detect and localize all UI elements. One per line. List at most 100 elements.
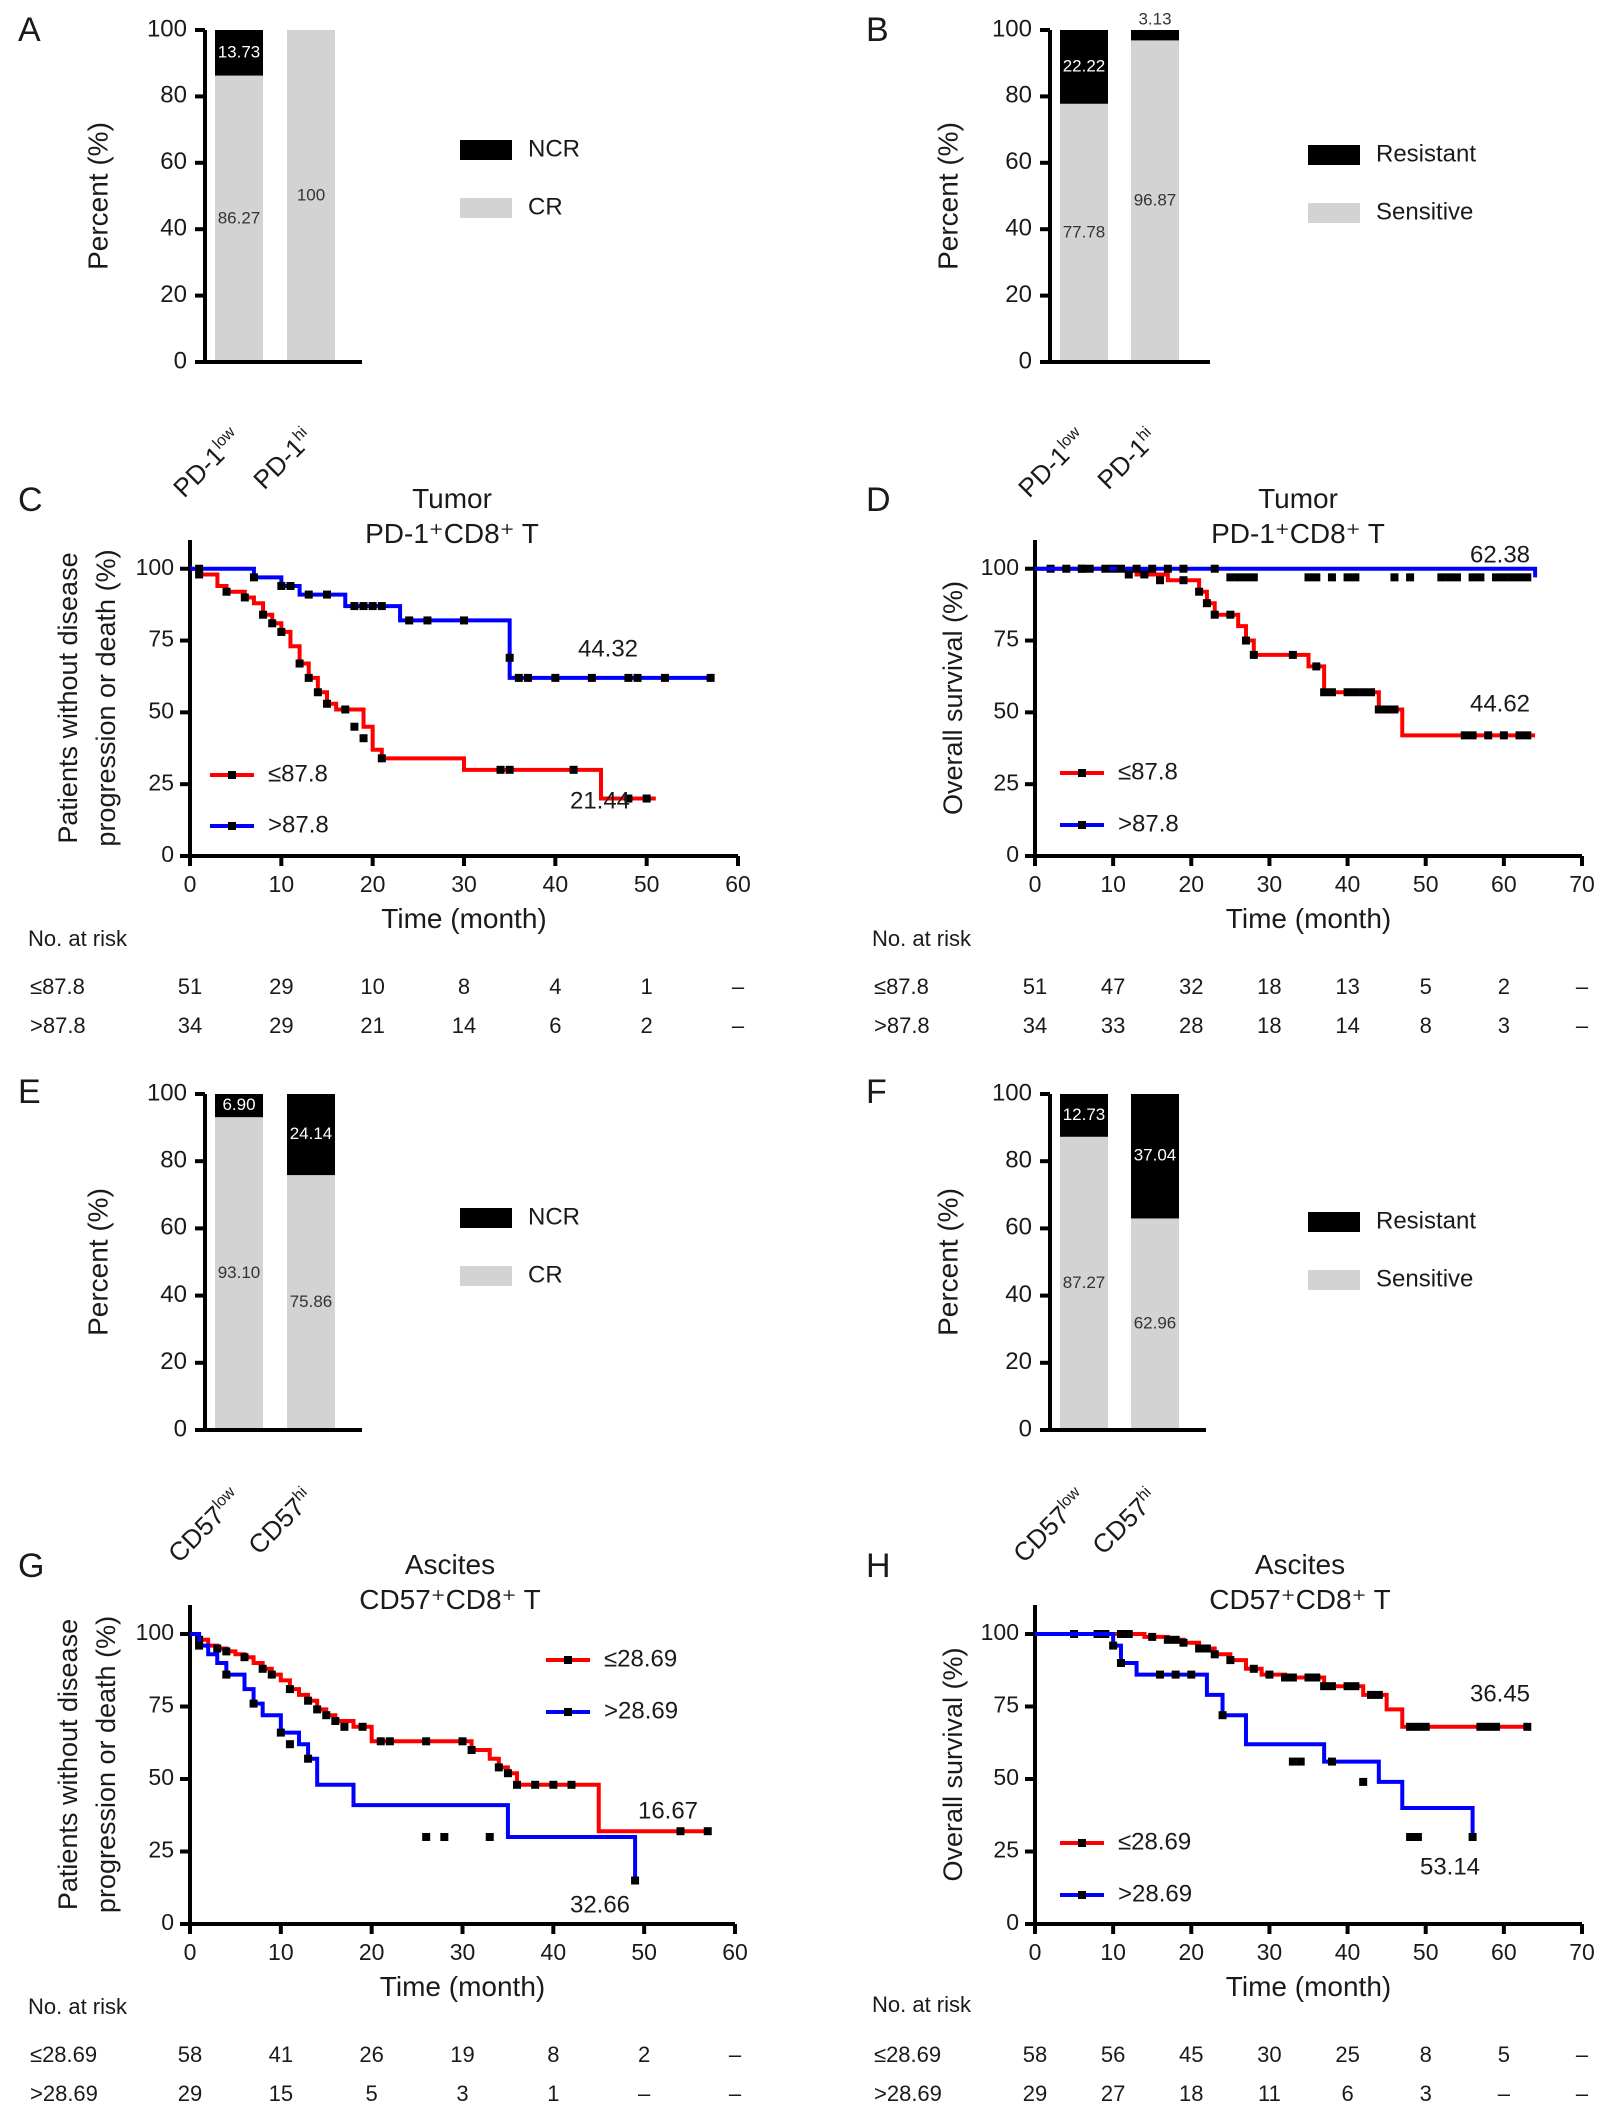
- censor-mark: [1452, 573, 1461, 582]
- bar-segment: [287, 1175, 335, 1430]
- chart-title-line2: PD-1⁺CD8⁺ T: [1211, 518, 1385, 549]
- risk-row-label: ≤28.69: [30, 2042, 97, 2067]
- x-tick-label: 30: [1257, 871, 1283, 897]
- panel-f: F 87.27 12.73 CD57low 62.96 37.04 CD57hi 0 20 40 6…: [866, 1073, 1476, 1568]
- risk-count: –: [729, 2042, 742, 2067]
- censor-mark: [295, 659, 304, 668]
- censor-mark: [1085, 564, 1094, 573]
- censor-mark: [1406, 1833, 1415, 1841]
- censor-mark: [1499, 573, 1508, 582]
- censor-mark: [1304, 573, 1313, 582]
- legend-marker: [564, 1656, 572, 1664]
- censor-mark: [523, 673, 532, 682]
- censor-mark: [340, 1722, 349, 1731]
- censor-mark: [1312, 573, 1321, 582]
- censor-mark: [1351, 573, 1360, 582]
- censor-mark: [322, 1711, 331, 1720]
- y-tick-label: 20: [1005, 1348, 1032, 1375]
- x-axis-label: Time (month): [1226, 1971, 1391, 2002]
- bar-segment: [1131, 40, 1179, 362]
- x-tick-label: 50: [1413, 871, 1439, 897]
- legend-swatch: [1308, 203, 1360, 223]
- censor-mark: [1507, 573, 1516, 582]
- censor-mark: [1148, 1632, 1157, 1641]
- censor-mark: [304, 1754, 313, 1763]
- legend-swatch: [1308, 145, 1360, 165]
- censor-mark: [1343, 688, 1352, 697]
- x-tick-label: 40: [1335, 1939, 1361, 1965]
- risk-row-label: >28.69: [874, 2081, 942, 2104]
- x-tick-label: 20: [360, 871, 386, 897]
- panel-e: E 93.10 6.90 CD57low 75.86 24.14 CD57hi 0 20 40 60…: [18, 1073, 580, 1568]
- censor-mark: [505, 653, 514, 662]
- censor-mark: [551, 673, 560, 682]
- legend-swatch: [460, 1208, 512, 1228]
- km-line-high: [1035, 1632, 1475, 1837]
- censor-mark: [624, 673, 633, 682]
- y-tick-label: 100: [136, 1619, 174, 1645]
- panel-letter: G: [18, 1547, 44, 1585]
- censor-mark: [350, 602, 359, 611]
- bar-value-label: 86.27: [218, 208, 261, 227]
- risk-count: 51: [1023, 974, 1047, 999]
- censor-mark: [1077, 564, 1086, 573]
- risk-count: 41: [269, 2042, 293, 2067]
- y-tick-label: 20: [1005, 281, 1032, 308]
- censor-mark: [1116, 1659, 1125, 1667]
- x-tick-label: 70: [1569, 871, 1595, 897]
- legend-label: Sensitive: [1376, 198, 1473, 225]
- bar-value-label: 87.27: [1063, 1273, 1106, 1292]
- censor-mark: [376, 1737, 385, 1746]
- censor-mark: [1390, 573, 1399, 582]
- censor-mark: [1210, 1650, 1219, 1659]
- legend-marker: [564, 1708, 572, 1716]
- censor-mark: [513, 1780, 521, 1789]
- bar-value-label: 3.13: [1138, 9, 1171, 28]
- x-axis-label: Time (month): [1226, 903, 1391, 934]
- panel-letter: H: [866, 1547, 891, 1585]
- x-tick-label: 30: [450, 1939, 476, 1965]
- risk-count: 15: [269, 2081, 293, 2104]
- censor-mark: [359, 602, 368, 611]
- censor-mark: [341, 705, 350, 714]
- censor-mark: [422, 1833, 431, 1841]
- censor-mark: [304, 1696, 313, 1705]
- risk-count: 13: [1335, 974, 1359, 999]
- censor-mark: [359, 734, 368, 743]
- km-line-low: [190, 566, 656, 801]
- bar-value-label: 77.78: [1063, 222, 1106, 241]
- y-tick-label: 60: [1005, 1214, 1032, 1241]
- y-tick-label: 0: [1019, 347, 1032, 374]
- censor-mark: [277, 581, 286, 590]
- censor-mark: [1249, 650, 1258, 659]
- legend-marker: [1078, 1891, 1086, 1899]
- risk-count: 18: [1257, 974, 1281, 999]
- censor-mark: [1406, 1722, 1415, 1731]
- y-tick-label: 80: [1005, 1147, 1032, 1174]
- y-tick-label: 75: [993, 1692, 1019, 1718]
- x-tick-label: 20: [1178, 1939, 1204, 1965]
- chart-title-line2: PD-1⁺CD8⁺ T: [365, 518, 539, 549]
- risk-count: –: [1576, 974, 1589, 999]
- risk-count: 58: [178, 2042, 202, 2067]
- category-label: CD57hi: [242, 1483, 319, 1560]
- risk-count: 29: [269, 974, 293, 999]
- y-axis-label-line2: progression or death (%): [91, 549, 121, 846]
- legend-label: ≤87.8: [268, 760, 328, 787]
- censor-mark: [276, 1728, 285, 1737]
- risk-table-title: No. at risk: [28, 926, 128, 951]
- x-tick-label: 30: [451, 871, 477, 897]
- bar-segment: [287, 30, 335, 362]
- censor-mark: [1226, 1656, 1235, 1665]
- censor-mark: [222, 587, 231, 596]
- legend-label: Resistant: [1376, 140, 1476, 167]
- risk-count: 2: [1498, 974, 1510, 999]
- risk-count: 6: [549, 1013, 561, 1038]
- censor-mark: [549, 1780, 558, 1789]
- censor-mark: [1124, 1630, 1133, 1638]
- x-tick-label: 50: [634, 871, 660, 897]
- y-tick-label: 50: [993, 697, 1019, 723]
- legend-label: ≤28.69: [1118, 1828, 1191, 1855]
- risk-count: –: [1576, 2081, 1589, 2104]
- chart-title-line1: Tumor: [412, 483, 492, 514]
